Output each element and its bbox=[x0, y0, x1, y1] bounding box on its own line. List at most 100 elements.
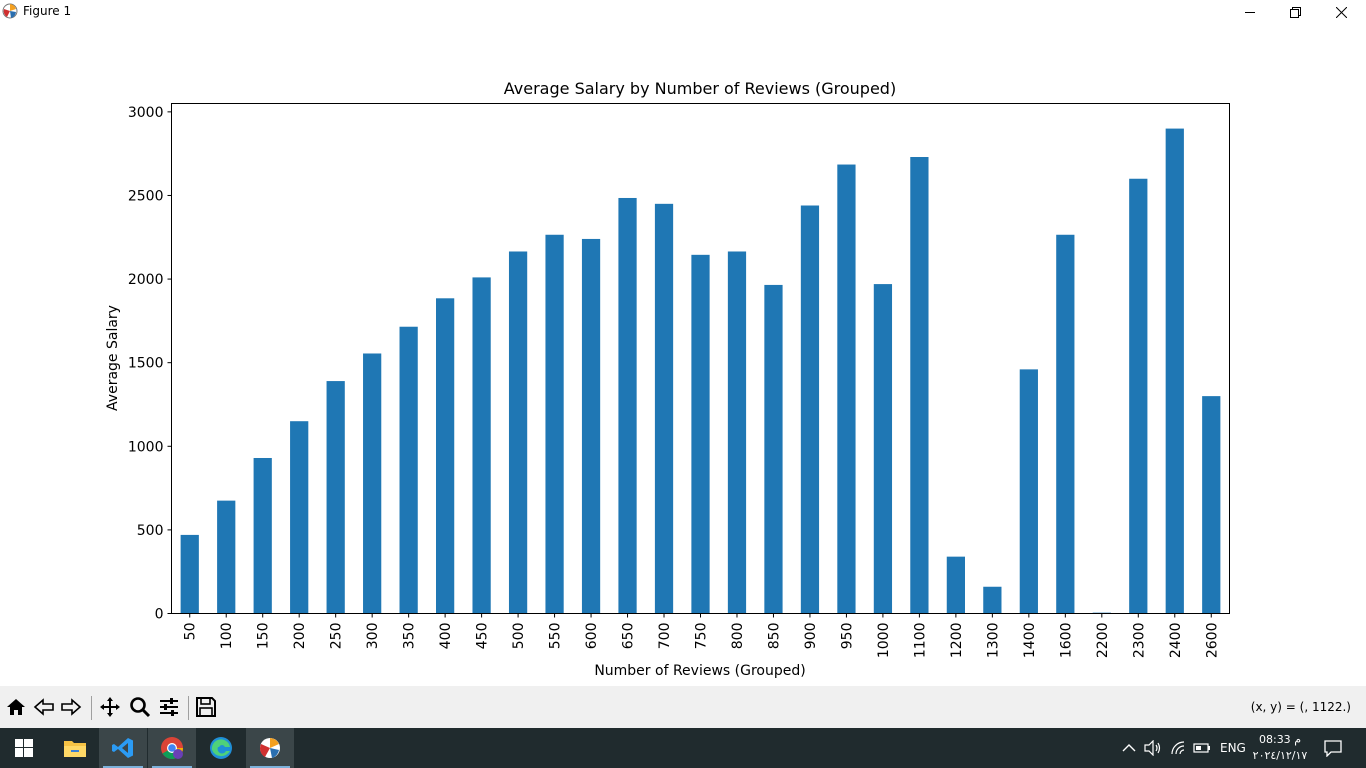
bar-850 bbox=[764, 284, 783, 614]
minimize-button[interactable] bbox=[1227, 0, 1273, 24]
y-tick-label: 1000 bbox=[128, 439, 164, 455]
bar-750 bbox=[691, 254, 710, 614]
bar-450 bbox=[472, 277, 491, 614]
save-button[interactable] bbox=[193, 694, 219, 720]
taskbar-vscode[interactable] bbox=[99, 728, 147, 768]
x-tick-label: 2200 bbox=[1095, 623, 1111, 659]
y-tick-label: 1500 bbox=[128, 356, 164, 372]
configure-subplots-button[interactable] bbox=[156, 694, 182, 720]
toolbar-separator bbox=[91, 696, 92, 720]
x-tick-label: 750 bbox=[694, 623, 710, 650]
active-indicator bbox=[250, 766, 290, 768]
bar-700 bbox=[654, 203, 674, 614]
y-axis-label: Average Salary bbox=[105, 305, 121, 411]
x-tick-label: 2400 bbox=[1168, 623, 1184, 659]
figure-canvas[interactable]: Average Salary by Number of Reviews (Gro… bbox=[0, 24, 1366, 686]
x-tick-label: 300 bbox=[365, 623, 381, 650]
bar-2400 bbox=[1165, 128, 1184, 614]
bar-500 bbox=[508, 251, 528, 614]
matplotlib-icon bbox=[2, 3, 18, 19]
forward-arrow-icon bbox=[61, 698, 82, 716]
x-tick-label: 850 bbox=[766, 623, 782, 650]
y-tick-label: 2000 bbox=[128, 272, 164, 288]
clock-date: ٢٠٢٤/١٢/١٧ bbox=[1252, 749, 1308, 762]
notifications-button[interactable] bbox=[1324, 728, 1342, 768]
active-indicator bbox=[152, 766, 192, 768]
bar-200 bbox=[290, 421, 309, 614]
bars-group bbox=[180, 128, 1221, 614]
x-tick-label: 2600 bbox=[1204, 623, 1220, 659]
os-taskbar: ENG 08:33 م ٢٠٢٤/١٢/١٧ bbox=[0, 728, 1366, 768]
back-arrow-icon bbox=[33, 698, 54, 716]
x-axis-label: Number of Reviews (Grouped) bbox=[594, 663, 805, 679]
back-button[interactable] bbox=[31, 694, 57, 720]
clock-time: 08:33 م bbox=[1258, 733, 1301, 746]
forward-button[interactable] bbox=[58, 694, 84, 720]
bar-300 bbox=[363, 353, 382, 614]
notification-icon bbox=[1324, 740, 1342, 757]
pan-button[interactable] bbox=[97, 694, 123, 720]
taskbar-clock[interactable]: 08:33 م ٢٠٢٤/١٢/١٧ bbox=[1250, 732, 1310, 764]
restore-button[interactable] bbox=[1272, 0, 1318, 24]
taskbar-chrome[interactable] bbox=[148, 728, 196, 768]
x-tick-label: 150 bbox=[256, 623, 272, 650]
taskbar-python-figure[interactable] bbox=[246, 728, 294, 768]
show-hidden-icons-button[interactable] bbox=[1122, 728, 1136, 768]
x-tick-label: 1200 bbox=[949, 623, 965, 659]
input-language[interactable]: ENG bbox=[1220, 741, 1246, 755]
windows-logo-icon bbox=[15, 739, 33, 757]
bar-900 bbox=[800, 205, 820, 614]
x-tick-label: 200 bbox=[292, 623, 308, 650]
taskbar-edge[interactable] bbox=[197, 728, 245, 768]
bar-50 bbox=[180, 534, 199, 614]
speaker-icon bbox=[1144, 740, 1161, 756]
x-tick-label: 800 bbox=[730, 623, 746, 650]
magnifier-icon bbox=[130, 697, 151, 718]
zoom-button[interactable] bbox=[127, 694, 153, 720]
close-button[interactable] bbox=[1318, 0, 1364, 24]
active-indicator bbox=[103, 766, 143, 768]
x-tick-label: 650 bbox=[621, 623, 637, 650]
edge-icon bbox=[210, 737, 232, 759]
x-tick-label: 350 bbox=[402, 623, 418, 650]
wifi-icon bbox=[1171, 741, 1185, 755]
battery-button[interactable] bbox=[1193, 728, 1211, 768]
x-tick-label: 900 bbox=[803, 623, 819, 650]
start-button[interactable] bbox=[0, 728, 48, 768]
move-icon bbox=[100, 697, 120, 717]
x-tick-label: 100 bbox=[219, 623, 235, 650]
folder-icon bbox=[64, 741, 86, 757]
bar-1100 bbox=[910, 157, 929, 614]
sliders-icon bbox=[160, 698, 178, 716]
x-tick-label: 1300 bbox=[985, 623, 1001, 659]
matplotlib-taskbar-icon bbox=[260, 738, 280, 758]
x-tick-label: 600 bbox=[584, 623, 600, 650]
bar-950 bbox=[837, 164, 856, 614]
x-tick-label: 500 bbox=[511, 623, 527, 650]
bar-2300 bbox=[1129, 178, 1148, 614]
bar-150 bbox=[253, 457, 272, 614]
x-tick-label: 550 bbox=[548, 623, 564, 650]
y-tick-label: 2500 bbox=[128, 188, 164, 204]
x-tick-label: 50 bbox=[183, 623, 199, 641]
bar-100 bbox=[217, 500, 236, 614]
bar-250 bbox=[326, 381, 345, 614]
x-axis: 50 100 150 200 250 300 350 400 450 500 550 600 650 70… bbox=[183, 613, 1220, 659]
save-icon bbox=[196, 697, 216, 717]
network-button[interactable] bbox=[1170, 728, 1188, 768]
x-tick-label: 400 bbox=[438, 623, 454, 650]
taskbar-file-explorer[interactable] bbox=[51, 728, 99, 768]
x-tick-label: 1000 bbox=[876, 623, 892, 659]
bar-1200 bbox=[946, 556, 965, 614]
bar-2600 bbox=[1202, 396, 1221, 614]
bar-1600 bbox=[1056, 234, 1075, 614]
volume-button[interactable] bbox=[1144, 728, 1162, 768]
y-tick-label: 0 bbox=[155, 607, 164, 623]
toolbar-separator bbox=[188, 696, 189, 720]
bar-1000 bbox=[873, 284, 893, 614]
home-button[interactable] bbox=[3, 694, 29, 720]
bar-1300 bbox=[983, 586, 1002, 614]
bar-550 bbox=[545, 234, 564, 614]
y-tick-label: 500 bbox=[137, 523, 164, 539]
x-tick-label: 950 bbox=[839, 623, 855, 650]
